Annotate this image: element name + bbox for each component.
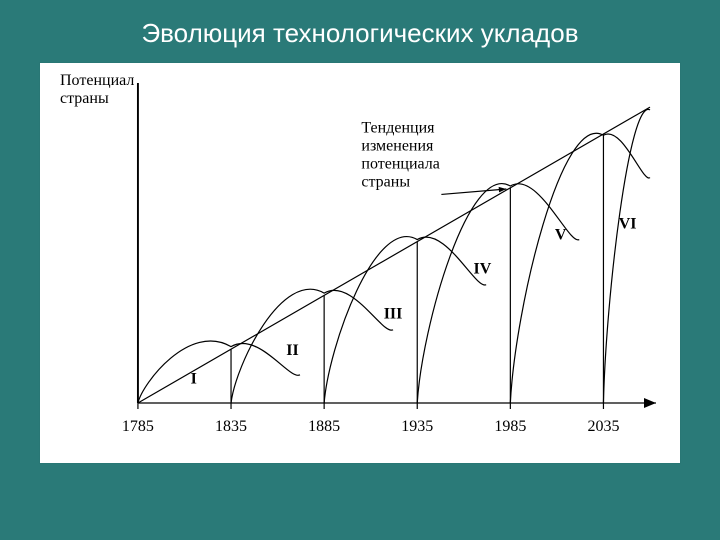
evolution-chart: Потенциалстраны178518351885193519852035I…: [40, 63, 680, 463]
wave-label: III: [384, 305, 403, 322]
y-axis-label: Потенциал: [60, 72, 134, 89]
wave-label: I: [191, 370, 197, 387]
wave-curve: [324, 237, 486, 403]
page-title: Эволюция технологических укладов: [0, 18, 720, 49]
x-tick-label: 1785: [122, 418, 154, 435]
wave-curve: [417, 184, 579, 403]
x-axis-arrow: [644, 398, 656, 408]
x-tick-label: 1885: [308, 418, 340, 435]
x-tick-label: 1835: [215, 418, 247, 435]
x-tick-label: 1935: [401, 418, 433, 435]
trend-annotation: потенциала: [361, 155, 439, 172]
wave-label: II: [286, 342, 298, 359]
trend-annotation: изменения: [361, 137, 434, 154]
wave-curve: [510, 133, 650, 403]
wave-curve: [603, 109, 650, 403]
y-axis-label: страны: [60, 90, 109, 107]
x-tick-label: 2035: [587, 418, 619, 435]
wave-label: V: [555, 227, 567, 244]
annotation-arrow: [441, 189, 506, 194]
wave-curve: [138, 341, 300, 403]
wave-label: IV: [474, 260, 492, 277]
wave-label: VI: [619, 215, 637, 232]
x-tick-label: 1985: [494, 418, 526, 435]
trend-annotation: страны: [361, 173, 410, 190]
trend-annotation: Тенденция: [361, 119, 435, 136]
slide: Эволюция технологических укладов Потенци…: [0, 0, 720, 540]
